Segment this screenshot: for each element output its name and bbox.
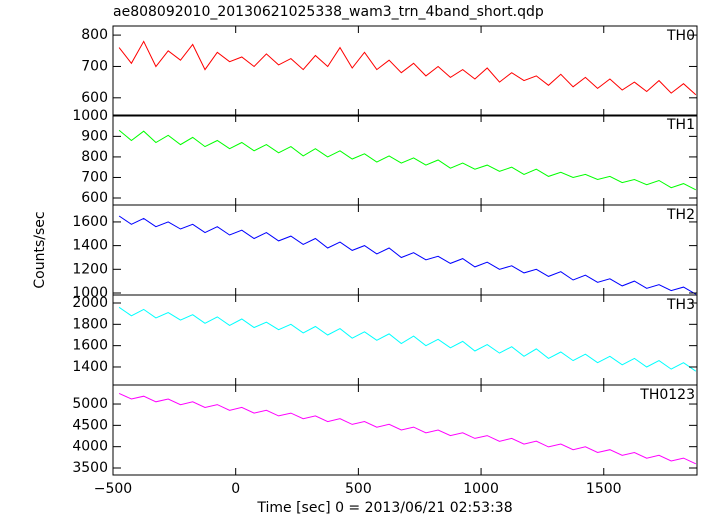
y-tick-label: 4500	[72, 417, 108, 433]
y-tick-label: 5000	[72, 396, 108, 412]
panel-label: TH1	[666, 117, 695, 133]
data-line	[118, 306, 697, 372]
panel-frame	[112, 204, 698, 296]
y-tick-label: 1000	[72, 285, 108, 301]
panel-frame	[112, 114, 698, 206]
panel-label: TH3	[666, 297, 695, 313]
panel-frame	[112, 384, 698, 476]
chart-title: ae808092010_20130621025338_wam3_trn_4ban…	[113, 4, 544, 20]
y-tick-label: 1800	[72, 316, 108, 332]
x-tick-label: 1500	[586, 481, 622, 497]
y-tick-label: 1600	[72, 338, 108, 354]
y-tick-label: 800	[81, 149, 108, 165]
x-axis-label: Time [sec] 0 = 2013/06/21 02:53:38	[256, 500, 512, 516]
y-tick-label: 1000	[72, 108, 108, 124]
x-tick-label: 1000	[463, 481, 499, 497]
data-line	[118, 40, 697, 96]
panel-label: TH0	[666, 28, 695, 44]
data-line	[118, 392, 697, 465]
y-tick-label: 700	[81, 169, 108, 185]
y-tick-label: 1400	[72, 359, 108, 375]
panel-frame	[112, 294, 698, 386]
y-axis-label: Counts/sec	[32, 211, 48, 288]
x-tick-label: 0	[231, 481, 240, 497]
panel-label: TH2	[666, 207, 695, 223]
y-tick-label: 3500	[72, 460, 108, 476]
data-line	[118, 215, 697, 295]
panel-label: TH0123	[639, 387, 695, 403]
y-tick-label: 1200	[72, 261, 108, 277]
y-tick-label: 700	[81, 58, 108, 74]
y-tick-label: 1400	[72, 238, 108, 254]
x-tick-label: −500	[94, 481, 132, 497]
y-tick-label: 600	[81, 190, 108, 206]
x-tick-label: 500	[345, 481, 372, 497]
y-tick-label: 900	[81, 128, 108, 144]
y-tick-label: 800	[81, 27, 108, 43]
y-tick-label: 1600	[72, 214, 108, 230]
y-tick-label: 2000	[72, 295, 108, 311]
y-tick-label: 4000	[72, 439, 108, 455]
y-tick-label: 600	[81, 90, 108, 106]
panel-frame	[112, 25, 698, 117]
data-line	[118, 129, 697, 191]
